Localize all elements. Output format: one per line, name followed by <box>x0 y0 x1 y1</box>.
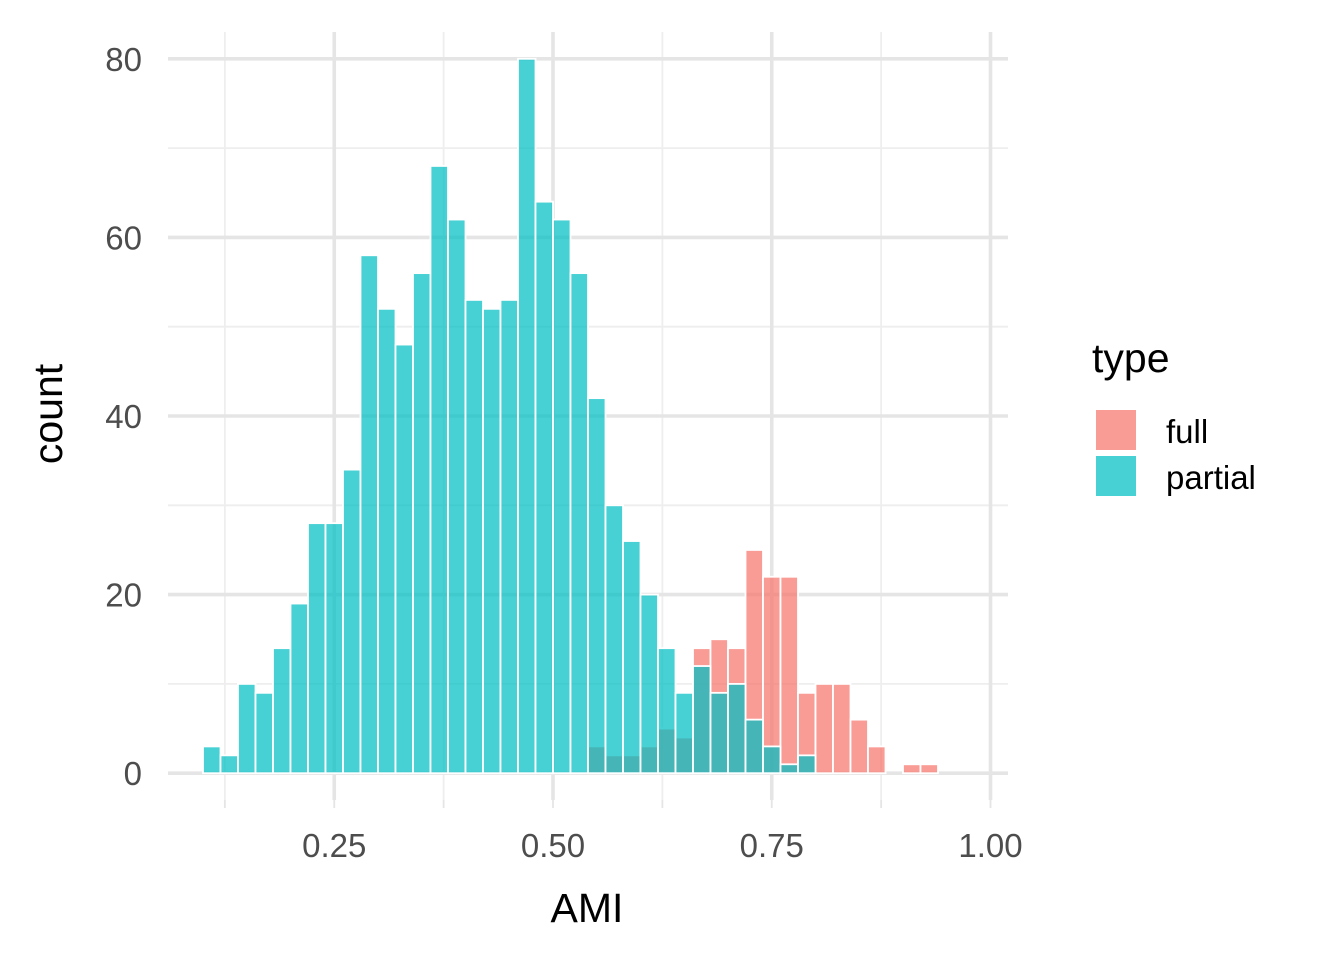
x-tick-label: 1.00 <box>958 827 1022 864</box>
x-tick-label: 0.25 <box>302 827 366 864</box>
bar-partial <box>674 691 694 775</box>
bar-partial <box>709 691 729 775</box>
bar-partial <box>377 307 397 775</box>
bar-partial <box>779 763 799 775</box>
y-tick-label: 40 <box>105 398 142 435</box>
y-axis: 0 20 40 60 80 <box>105 41 142 792</box>
bar-partial <box>307 522 327 775</box>
bar-partial <box>202 745 222 775</box>
bar-partial <box>517 57 537 775</box>
bar-full <box>832 683 852 775</box>
legend-title: type <box>1092 335 1170 381</box>
bar-full <box>762 575 782 775</box>
legend: type full partial <box>1092 335 1256 496</box>
bar-partial <box>289 602 309 775</box>
histogram-bars <box>202 57 939 775</box>
bar-partial <box>482 307 502 775</box>
bar-partial <box>254 691 274 775</box>
y-axis-title: count <box>25 363 71 464</box>
y-tick-label: 0 <box>124 755 142 792</box>
bar-partial <box>324 522 344 775</box>
bar-partial <box>762 745 782 775</box>
bar-partial <box>237 683 257 775</box>
x-tick-label: 0.75 <box>740 827 804 864</box>
bar-partial <box>604 504 624 775</box>
bar-partial <box>622 540 642 775</box>
bar-partial <box>499 299 519 775</box>
y-tick-label: 20 <box>105 577 142 614</box>
bar-full <box>814 683 834 775</box>
bar-partial <box>447 218 467 775</box>
bar-partial <box>359 254 379 775</box>
bar-partial <box>639 593 659 775</box>
bar-partial <box>797 754 817 775</box>
bar-partial <box>569 272 589 775</box>
x-axis-title: AMI <box>551 885 624 931</box>
bar-partial <box>534 200 554 775</box>
bar-partial <box>744 718 764 775</box>
bar-partial <box>692 665 712 775</box>
y-tick-label: 80 <box>105 41 142 78</box>
x-tick-label: 0.50 <box>521 827 585 864</box>
bar-partial <box>464 299 484 775</box>
bar-partial <box>272 647 292 775</box>
legend-label-full: full <box>1166 413 1208 450</box>
x-axis: 0.25 0.50 0.75 1.00 <box>223 800 1023 864</box>
legend-items: full partial <box>1096 410 1256 496</box>
legend-swatch-partial <box>1096 456 1136 496</box>
bar-full <box>849 718 869 775</box>
bar-partial <box>587 397 607 775</box>
legend-swatch-full <box>1096 410 1136 450</box>
bar-partial <box>727 683 747 775</box>
bar-partial <box>552 218 572 775</box>
legend-label-partial: partial <box>1166 459 1256 496</box>
bar-partial <box>394 343 414 775</box>
bar-partial <box>412 272 432 775</box>
bar-full <box>902 763 922 775</box>
bar-full <box>867 745 887 775</box>
bar-full <box>779 575 799 775</box>
bar-full <box>919 763 939 775</box>
bar-partial <box>429 165 449 775</box>
bar-partial <box>219 754 239 775</box>
y-tick-label: 60 <box>105 219 142 256</box>
bar-partial <box>657 647 677 775</box>
bar-partial <box>342 468 362 775</box>
